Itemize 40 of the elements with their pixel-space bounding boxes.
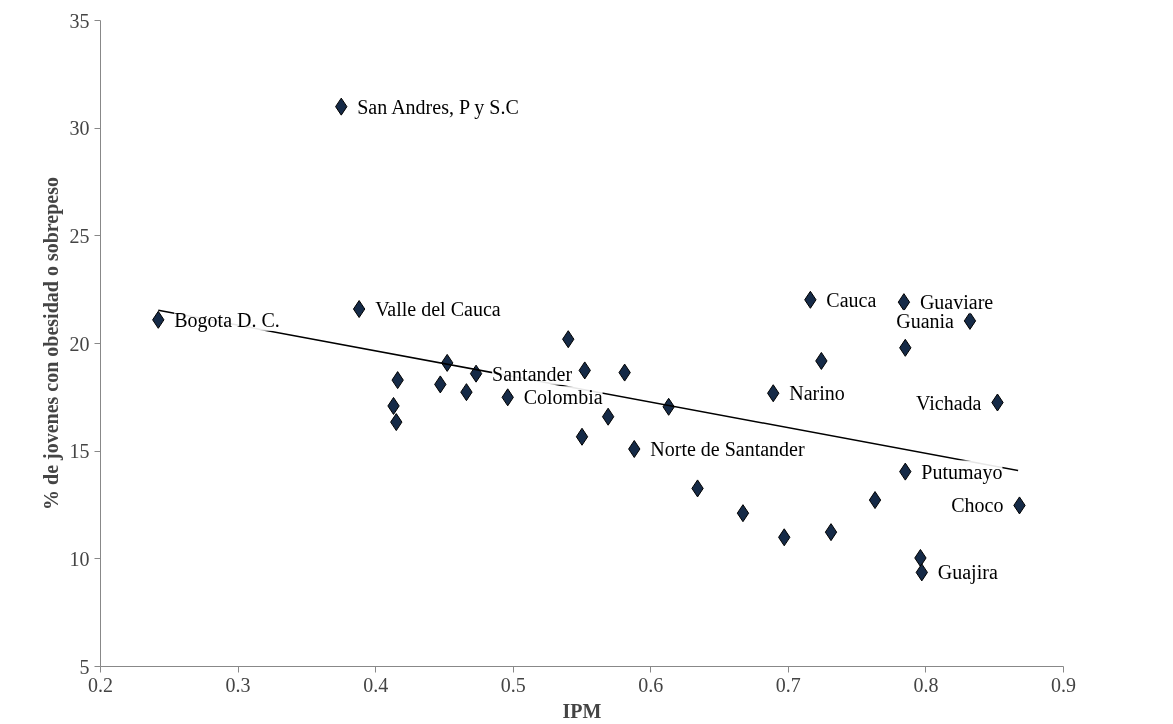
y-tick-label: 15 — [69, 440, 90, 463]
annotation: Guajira — [937, 561, 998, 585]
x-tick-label: 0.5 — [500, 673, 526, 696]
x-tick-label: 0.2 — [88, 673, 113, 696]
annotation: Guania — [896, 309, 955, 332]
x-tick-label: 0.3 — [225, 673, 251, 696]
annotation: Colombia — [523, 386, 603, 409]
annotation: Valle del Cauca — [375, 298, 501, 321]
point — [868, 491, 882, 510]
x-tick-label: 0.6 — [638, 673, 664, 696]
y-tick-label: 30 — [69, 117, 90, 140]
point — [824, 523, 838, 542]
point — [736, 504, 750, 523]
x-tick-label: 0.4 — [363, 673, 389, 696]
x-tick-label: 0.7 — [775, 673, 801, 696]
annotation: San Andres, P y S.C — [357, 95, 519, 119]
y-tick-label: 10 — [69, 547, 90, 570]
y-tick-label: 20 — [69, 332, 90, 355]
annotation: Norte de Santander — [650, 438, 805, 461]
annotation: Vichada — [916, 391, 982, 414]
x-tick-label: 0.8 — [913, 673, 939, 696]
point — [897, 293, 911, 312]
annotation: Bogota D. C. — [174, 308, 280, 332]
annotation: Santander — [492, 362, 573, 385]
annotation: Guaviare — [919, 291, 994, 314]
annotation: Cauca — [826, 288, 877, 311]
y-axis-title: % de jovenes con obesidad o sobrepeso — [39, 176, 63, 510]
point — [601, 407, 615, 426]
point — [575, 427, 589, 446]
point — [352, 300, 366, 319]
y-tick-label: 35 — [69, 9, 90, 32]
annotation: Narino — [789, 382, 845, 405]
y-tick-label: 25 — [69, 224, 90, 247]
x-tick-label: 0.9 — [1051, 673, 1076, 696]
annotation: Choco — [951, 494, 1004, 517]
x-axis-title: IPM — [562, 699, 602, 722]
annotation: Putumayo — [921, 460, 1003, 484]
point — [963, 311, 977, 330]
point — [469, 364, 483, 383]
y-tick-label: 5 — [79, 655, 90, 678]
